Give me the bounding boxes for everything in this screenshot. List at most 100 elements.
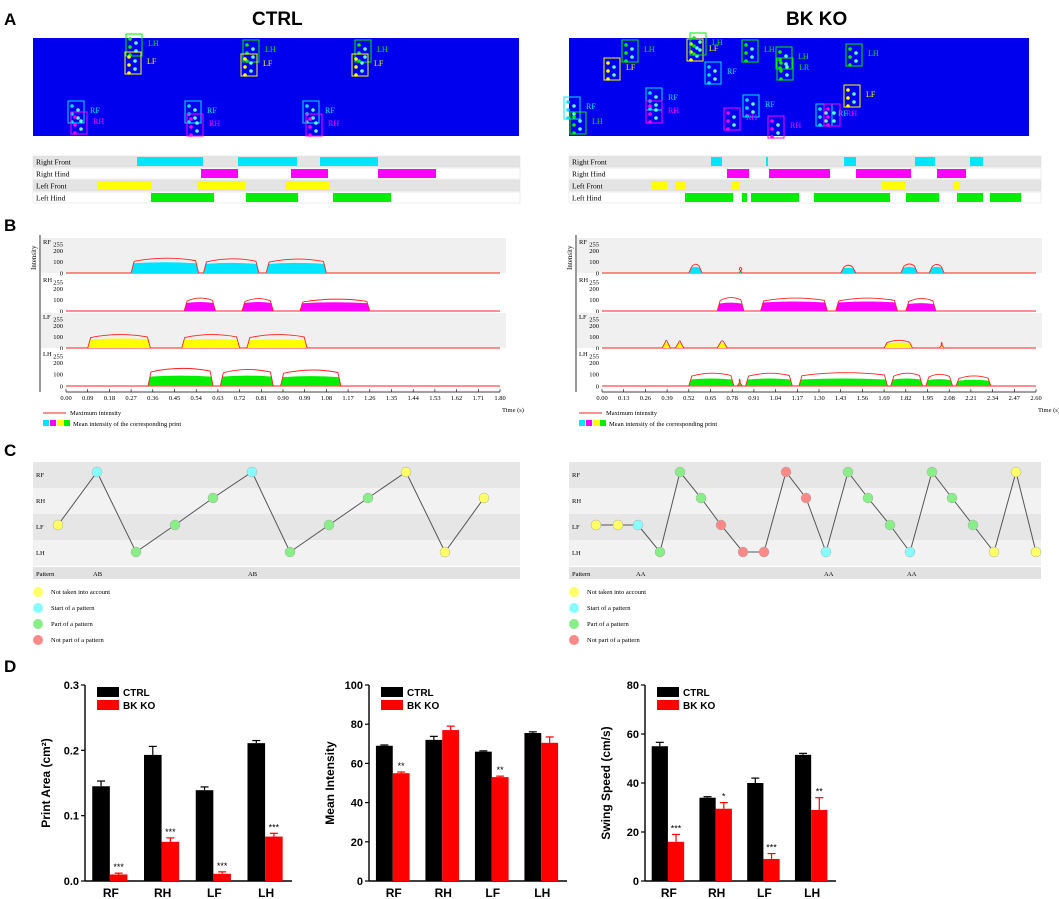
print-dot bbox=[128, 45, 132, 49]
intensity-tick: 100 bbox=[53, 259, 63, 266]
print-box bbox=[621, 39, 639, 63]
print-dot bbox=[824, 119, 828, 123]
print-dot bbox=[127, 71, 131, 75]
print-box bbox=[70, 111, 88, 135]
print-dot bbox=[572, 104, 576, 108]
pattern-node bbox=[946, 492, 958, 504]
pattern-node bbox=[400, 466, 412, 478]
pattern-node bbox=[439, 546, 451, 558]
print-dot bbox=[744, 51, 748, 55]
pattern-node bbox=[207, 492, 219, 504]
gait-row-bg bbox=[569, 192, 1041, 203]
print-dot bbox=[606, 77, 610, 81]
bar-ctrl-lh bbox=[247, 743, 266, 881]
print-dot bbox=[73, 123, 77, 127]
print-dot bbox=[779, 77, 783, 81]
time-tick-label: 0.52 bbox=[683, 395, 694, 402]
print-dot bbox=[707, 81, 711, 85]
bar-y-tick-label: 40 bbox=[351, 798, 363, 810]
pattern-row-bg bbox=[33, 488, 520, 514]
print-dot bbox=[832, 119, 836, 123]
print-label-lh: LH bbox=[712, 38, 723, 47]
print-label-rh: RH bbox=[846, 109, 857, 118]
print-dot bbox=[846, 96, 850, 100]
time-tick-label: 0.09 bbox=[82, 395, 93, 402]
print-dot bbox=[648, 104, 652, 108]
gait-bar-rf bbox=[137, 157, 203, 166]
time-tick-label: 1.30 bbox=[813, 395, 824, 402]
gait-bar-lh bbox=[814, 193, 890, 202]
print-box bbox=[351, 53, 369, 77]
pattern-node bbox=[926, 466, 938, 478]
bar-ctrl-lh bbox=[524, 733, 542, 881]
max-intensity-rh bbox=[835, 297, 898, 312]
significance-marker: *** bbox=[671, 823, 682, 833]
intensity-tick: 255 bbox=[53, 317, 63, 324]
pattern-node bbox=[246, 466, 258, 478]
print-label-rh: RH bbox=[668, 106, 679, 115]
intensity-tick: 200 bbox=[53, 360, 63, 367]
print-dot bbox=[692, 36, 696, 40]
max-intensity-rf bbox=[130, 257, 200, 274]
scan-image-left bbox=[33, 38, 519, 136]
mean-intensity-rf bbox=[203, 262, 259, 273]
print-dot bbox=[826, 107, 830, 111]
max-intensity-lh bbox=[925, 373, 953, 387]
time-tick-label: 1.53 bbox=[429, 395, 440, 402]
print-dot bbox=[79, 119, 83, 123]
bar-ctrl-lh bbox=[794, 754, 812, 881]
time-tick-label: 0.18 bbox=[104, 395, 115, 402]
mean-intensity-rf bbox=[840, 267, 856, 273]
max-intensity-rh bbox=[905, 298, 937, 312]
intensity-row-label: LF bbox=[43, 314, 51, 321]
mean-intensity-rh bbox=[242, 302, 274, 311]
print-dot bbox=[751, 110, 755, 114]
significance-marker: * bbox=[722, 792, 726, 802]
bar-ylabel: Swing Speed (cm/s) bbox=[599, 726, 613, 839]
bar-bkko-lf bbox=[213, 873, 231, 881]
time-tick-label: 0.36 bbox=[147, 395, 159, 402]
pattern-legend-text: Not taken into account bbox=[51, 589, 110, 596]
gait-row-border bbox=[568, 191, 1042, 204]
print-dot bbox=[249, 61, 253, 65]
intensity-tick: 255 bbox=[589, 354, 599, 361]
bar-legend-swatch bbox=[657, 687, 679, 697]
gait-bar-lh bbox=[742, 193, 747, 202]
bar-bkko-lh bbox=[265, 836, 283, 881]
gait-bar-lh bbox=[751, 193, 799, 202]
bar-ctrl-rf bbox=[92, 786, 110, 881]
bar-category-label: RH bbox=[435, 886, 452, 899]
bar-y-tick-label: 0.1 bbox=[64, 811, 79, 823]
pattern-node bbox=[800, 492, 812, 504]
mean-intensity-rf bbox=[900, 266, 918, 273]
intensity-row-label: RH bbox=[579, 277, 588, 284]
max-intensity-rf bbox=[202, 258, 260, 274]
gait-row-label: Left Front bbox=[572, 182, 604, 191]
bar-bkko-lh bbox=[811, 809, 828, 881]
bar-y-tick-label: 20 bbox=[351, 837, 363, 849]
print-box bbox=[240, 53, 258, 77]
bar-ctrl-lf bbox=[747, 783, 764, 881]
print-label-lf: LF bbox=[709, 44, 719, 53]
print-dot bbox=[779, 61, 783, 65]
print-dot bbox=[818, 115, 822, 119]
intensity-tick: 255 bbox=[53, 242, 63, 249]
bar-bkko-lh bbox=[541, 742, 559, 881]
print-label-lh: LH bbox=[644, 45, 655, 54]
bar-legend-label: BK KO bbox=[407, 701, 439, 712]
pattern-node bbox=[1030, 546, 1042, 558]
max-intensity-lf bbox=[675, 340, 685, 349]
significance-marker: ** bbox=[497, 765, 505, 775]
print-box bbox=[741, 39, 759, 63]
print-dot bbox=[726, 127, 730, 131]
time-tick-label: 1.35 bbox=[386, 395, 397, 402]
bar-ctrl-rh bbox=[425, 739, 443, 881]
bar-ctrl-rf bbox=[651, 746, 668, 881]
print-dot bbox=[189, 117, 193, 121]
mean-intensity-rh bbox=[835, 301, 898, 311]
gait-bar-lf bbox=[731, 181, 740, 190]
intensity-tick: 100 bbox=[589, 334, 599, 341]
intensity-tick: 0 bbox=[596, 309, 599, 316]
print-dot bbox=[692, 44, 696, 48]
gait-bar-rf bbox=[766, 157, 768, 166]
